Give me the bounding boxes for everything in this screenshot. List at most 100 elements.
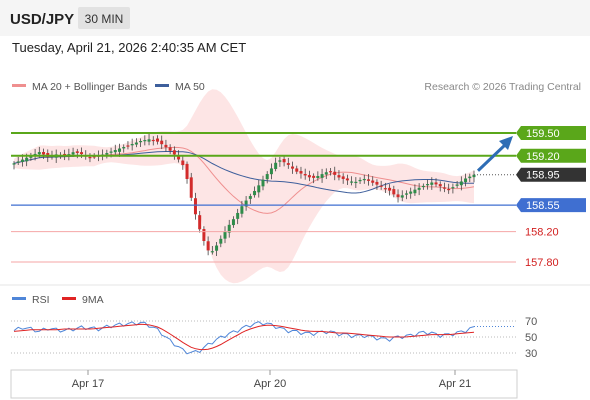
x-axis: Apr 17 Apr 20 Apr 21: [72, 370, 471, 390]
rsi-legend-swatch: [12, 297, 26, 300]
candle: [426, 179, 430, 190]
candle: [151, 136, 155, 146]
candle: [303, 168, 307, 180]
level-label-158.20: 158.20: [525, 227, 559, 239]
candle-body: [447, 188, 451, 191]
candle-body: [430, 182, 434, 185]
candle-body: [409, 191, 413, 194]
candle: [442, 182, 446, 193]
candle-body: [202, 229, 206, 242]
level-badge-159.20: [516, 148, 586, 163]
candle-body: [164, 144, 168, 148]
candle: [392, 185, 396, 198]
candle-body: [350, 181, 354, 183]
candle: [134, 138, 138, 148]
candle-body: [299, 171, 303, 174]
bollinger-band: [14, 89, 474, 284]
candle: [269, 163, 273, 180]
candle-body: [189, 177, 193, 198]
candle: [67, 148, 71, 161]
candle-body: [291, 166, 295, 169]
candle: [324, 168, 328, 180]
candle: [404, 190, 408, 200]
rsi-level-label-50: 50: [525, 332, 537, 344]
candle-body: [396, 194, 400, 198]
candle-body: [278, 160, 282, 162]
rsi-ma-line: [13, 323, 475, 351]
candle: [118, 143, 122, 157]
candle: [244, 196, 248, 211]
candle-body: [210, 251, 214, 253]
candle: [383, 182, 387, 193]
candle: [350, 176, 354, 186]
candle: [464, 173, 468, 187]
candle-body: [337, 175, 341, 178]
candle-body: [413, 189, 417, 194]
candle: [189, 172, 193, 201]
candle: [366, 174, 370, 186]
ma50-legend-label: MA 50: [175, 81, 205, 93]
candle: [122, 144, 126, 153]
candle-body: [417, 187, 421, 190]
candle: [459, 176, 463, 191]
candle-body: [253, 190, 257, 196]
candle: [147, 134, 151, 146]
candle: [468, 173, 472, 183]
candle-body: [329, 171, 333, 173]
candle: [223, 226, 227, 244]
ma20-legend-swatch: [12, 84, 26, 87]
candlestick-series: [12, 134, 476, 257]
candle-body: [231, 219, 235, 226]
candle: [12, 161, 16, 170]
candle-body: [227, 224, 231, 233]
candle: [282, 155, 286, 167]
candle: [274, 157, 278, 172]
candle-body: [147, 139, 151, 142]
candle: [193, 192, 197, 220]
candle: [362, 174, 366, 184]
level-label-159.50: 159.50: [526, 128, 560, 140]
candle-body: [177, 155, 181, 160]
x-tick-label: Apr 17: [72, 378, 104, 390]
candle-body: [12, 163, 16, 165]
candle-body: [261, 179, 265, 187]
candle-body: [392, 189, 396, 195]
candle: [253, 186, 257, 198]
rsi-panel: 70 50 30: [11, 316, 537, 360]
bollinger-band-area: [14, 89, 474, 284]
candle: [278, 156, 282, 167]
candle: [219, 235, 223, 248]
rsi-legend-label: RSI: [32, 294, 50, 306]
interval-label: 30 MIN: [85, 12, 124, 26]
candle-body: [468, 176, 472, 179]
datetime-label: Tuesday, April 21, 2026 2:40:35 AM CET: [12, 40, 246, 55]
candle-body: [139, 141, 143, 143]
candle-body: [67, 154, 71, 156]
candle: [236, 208, 240, 225]
candle-body: [160, 140, 164, 145]
candle-body: [223, 231, 227, 239]
candle-body: [29, 155, 33, 158]
candle: [198, 211, 202, 233]
level-label-159.20: 159.20: [526, 151, 560, 163]
candle-body: [16, 161, 20, 163]
candle: [413, 184, 417, 196]
candle: [248, 193, 252, 204]
candle: [379, 180, 383, 190]
candle: [227, 219, 231, 238]
candle: [455, 181, 459, 189]
candle-body: [320, 174, 324, 178]
candle-body: [155, 138, 159, 142]
candle-body: [215, 245, 219, 251]
candle: [375, 179, 379, 190]
forecast-arrow: [476, 136, 513, 172]
x-axis-box: [10, 369, 518, 399]
candle-body: [88, 157, 92, 159]
candle-body: [383, 188, 387, 190]
candle: [472, 170, 476, 183]
candle: [329, 168, 333, 176]
candle-body: [464, 178, 468, 183]
interval-button[interactable]: [78, 7, 130, 29]
candle-body: [269, 168, 273, 175]
